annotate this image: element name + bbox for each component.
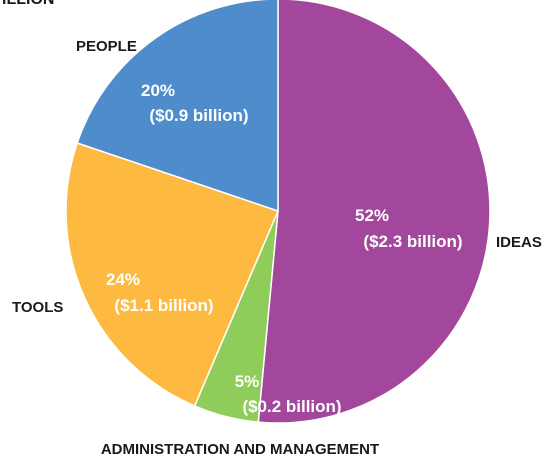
slice-ideas (257, 0, 491, 424)
slice-label-tools: 24% ($1.1 billion) (106, 270, 214, 315)
slice-label-people: 20% ($0.9 billion) (141, 81, 249, 125)
slice-amount-ideas: ($2.3 billion) (363, 232, 462, 251)
slice-tools (65, 142, 280, 407)
slice-percent-tools: 24% (106, 270, 140, 289)
category-label-people: PEOPLE (76, 38, 137, 55)
slice-amount-tools: ($1.1 billion) (114, 296, 213, 315)
pie-slices (65, 0, 491, 424)
slice-amount-admin: ($0.2 billion) (242, 397, 341, 416)
category-label-ideas: IDEAS (496, 234, 542, 251)
slice-percent-admin: 5% (235, 372, 260, 391)
slice-label-admin: 5% ($0.2 billion) (235, 372, 342, 416)
category-label-admin: ADMINISTRATION AND MANAGEMENT (101, 441, 379, 458)
slice-percent-ideas: 52% (355, 206, 389, 225)
slice-people (76, 0, 279, 213)
slice-amount-people: ($0.9 billion) (149, 106, 248, 125)
cut-off-title-fragment: ILLION (2, 0, 54, 8)
slice-label-ideas: 52% ($2.3 billion) (355, 206, 463, 251)
slice-percent-people: 20% (141, 81, 175, 100)
category-label-tools: TOOLS (12, 299, 63, 316)
